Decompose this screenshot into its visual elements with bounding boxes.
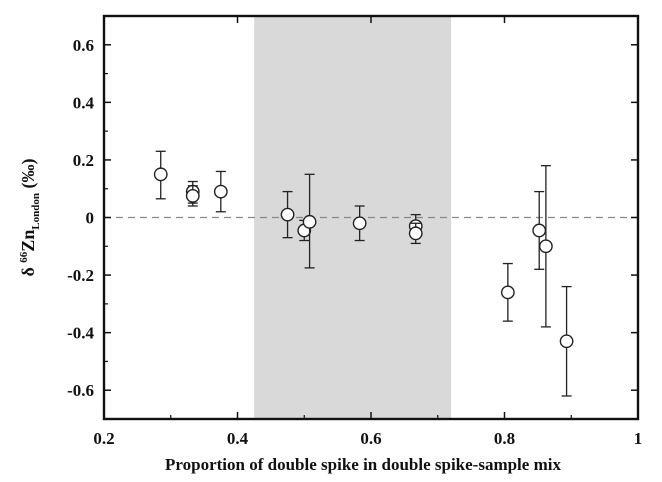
- y-tick-label: 0.4: [73, 93, 95, 112]
- data-point-group: [500, 262, 515, 322]
- data-point-group: [153, 150, 168, 200]
- x-axis-title: Proportion of double spike in double spi…: [165, 455, 561, 474]
- data-point: [352, 216, 367, 231]
- data-point-group: [352, 205, 367, 242]
- data-point-group: [280, 190, 295, 239]
- x-tick-label: 0.4: [227, 429, 249, 448]
- y-axis-title-sup: 66: [18, 251, 30, 263]
- y-axis-title: δ 66ZnLondon (‰): [18, 158, 42, 276]
- data-point: [532, 223, 547, 238]
- data-point: [280, 207, 295, 222]
- data-point-group: [185, 185, 200, 207]
- y-axis-title-suffix: (‰): [18, 158, 39, 193]
- data-point: [153, 167, 168, 182]
- data-point-group: [408, 222, 423, 245]
- y-tick-label: 0: [86, 209, 95, 228]
- data-point-group: [538, 165, 553, 328]
- data-point-group: [213, 170, 228, 213]
- y-tick-label: 0.2: [73, 151, 94, 170]
- y-tick-label: 0.6: [73, 36, 94, 55]
- data-point: [302, 214, 317, 229]
- data-point: [500, 285, 515, 300]
- data-point-group: [302, 173, 317, 269]
- y-axis-title-prefix: δ: [18, 263, 38, 277]
- x-tick-label: 0.2: [93, 429, 114, 448]
- data-point: [408, 226, 423, 241]
- data-point: [213, 184, 228, 199]
- y-tick-label: -0.2: [67, 266, 94, 285]
- x-tick-label: 0.8: [494, 429, 515, 448]
- data-point: [559, 334, 574, 349]
- x-tick-label: 1: [634, 429, 643, 448]
- data-point: [185, 189, 200, 203]
- y-axis-title-main: Zn: [18, 230, 38, 252]
- y-tick-label: -0.6: [67, 381, 94, 400]
- y-axis-title-sub: London: [30, 193, 42, 230]
- data-point-group: [559, 285, 574, 397]
- y-tick-label: -0.4: [67, 324, 94, 343]
- x-tick-label: 0.6: [360, 429, 381, 448]
- data-point-group: [532, 190, 547, 270]
- data-point: [538, 239, 553, 254]
